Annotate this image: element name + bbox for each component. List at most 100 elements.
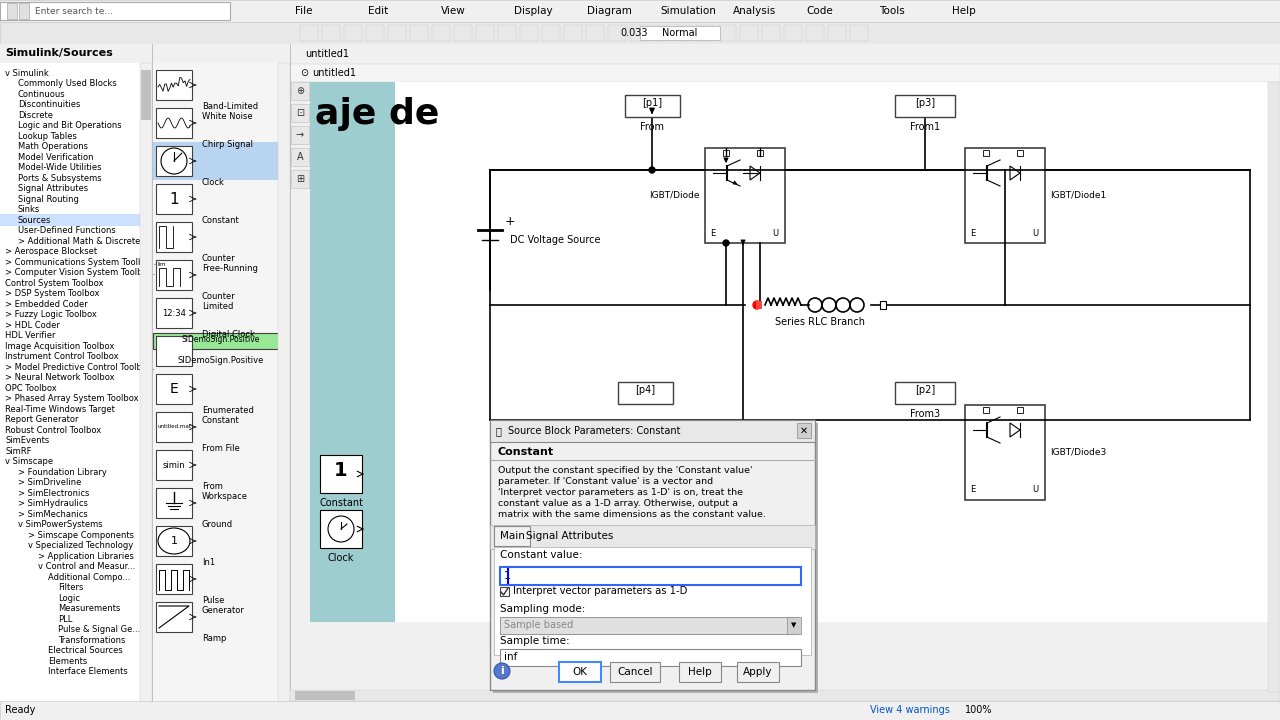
Text: v SimPowerSystems: v SimPowerSystems bbox=[18, 521, 102, 529]
Text: PLL: PLL bbox=[58, 615, 73, 624]
Bar bbox=[696, 25, 714, 41]
Bar bbox=[850, 25, 868, 41]
Bar bbox=[454, 25, 472, 41]
Text: inf: inf bbox=[504, 652, 517, 662]
Bar bbox=[494, 547, 812, 655]
Text: constant value as a 1-D array. Otherwise, output a: constant value as a 1-D array. Otherwise… bbox=[498, 499, 739, 508]
Text: Model Verification: Model Verification bbox=[18, 153, 93, 162]
Bar bbox=[156, 298, 192, 328]
Bar bbox=[19, 3, 29, 19]
Bar bbox=[156, 488, 192, 518]
Text: OPC Toolbox: OPC Toolbox bbox=[5, 384, 56, 392]
Text: Band-Limited
White Noise: Band-Limited White Noise bbox=[202, 102, 259, 122]
Bar bbox=[559, 662, 602, 682]
Text: Analysis: Analysis bbox=[733, 6, 776, 16]
Text: v Specialized Technology: v Specialized Technology bbox=[28, 541, 133, 550]
Text: Constant: Constant bbox=[202, 216, 239, 225]
Bar bbox=[756, 301, 762, 309]
Text: Discontinuities: Discontinuities bbox=[18, 100, 81, 109]
Text: Image Acquisition Toolbox: Image Acquisition Toolbox bbox=[5, 342, 114, 351]
Text: User-Defined Functions: User-Defined Functions bbox=[18, 226, 115, 235]
Bar bbox=[0, 701, 1280, 720]
Bar bbox=[291, 82, 308, 100]
Text: Constant: Constant bbox=[498, 447, 554, 457]
Text: A: A bbox=[297, 152, 303, 162]
Text: Discrete: Discrete bbox=[18, 111, 52, 120]
Text: Source Block Parameters: Constant: Source Block Parameters: Constant bbox=[508, 426, 681, 436]
Text: ⊞: ⊞ bbox=[296, 174, 305, 184]
Bar bbox=[396, 82, 1280, 622]
Text: IGBT/Diode3: IGBT/Diode3 bbox=[1050, 448, 1106, 456]
Text: untitled1: untitled1 bbox=[312, 68, 356, 78]
Text: Constant: Constant bbox=[319, 498, 364, 508]
Text: DC Voltage Source: DC Voltage Source bbox=[509, 235, 600, 245]
Text: Model-Wide Utilities: Model-Wide Utilities bbox=[18, 163, 101, 172]
Bar bbox=[541, 25, 561, 41]
Text: Clock: Clock bbox=[328, 553, 355, 563]
Bar bbox=[320, 510, 362, 548]
Bar bbox=[320, 455, 362, 493]
Bar bbox=[6, 3, 17, 19]
Text: Help: Help bbox=[689, 667, 712, 677]
Text: From
Workspace: From Workspace bbox=[202, 482, 248, 501]
Text: Signal Attributes: Signal Attributes bbox=[526, 531, 613, 541]
Text: Code: Code bbox=[806, 6, 833, 16]
Text: 'Interpret vector parameters as 1-D' is on, treat the: 'Interpret vector parameters as 1-D' is … bbox=[498, 488, 742, 497]
Bar bbox=[291, 126, 308, 144]
Text: E: E bbox=[970, 228, 975, 238]
Text: Instrument Control Toolbox: Instrument Control Toolbox bbox=[5, 352, 119, 361]
FancyBboxPatch shape bbox=[895, 95, 955, 117]
Text: Elements: Elements bbox=[49, 657, 87, 666]
Bar bbox=[965, 405, 1044, 500]
Bar bbox=[156, 526, 192, 556]
FancyBboxPatch shape bbox=[625, 95, 680, 117]
Text: Output the constant specified by the 'Constant value': Output the constant specified by the 'Co… bbox=[498, 466, 753, 475]
Bar bbox=[611, 662, 660, 682]
FancyBboxPatch shape bbox=[895, 382, 955, 404]
Bar bbox=[291, 44, 1280, 720]
Bar bbox=[300, 25, 317, 41]
Bar bbox=[0, 214, 152, 225]
Bar bbox=[0, 22, 1280, 44]
Text: Constant value:: Constant value: bbox=[500, 550, 582, 560]
Bar bbox=[291, 104, 308, 122]
Text: aje de: aje de bbox=[315, 97, 439, 131]
Text: > Application Libraries: > Application Libraries bbox=[38, 552, 134, 561]
Bar bbox=[323, 25, 340, 41]
Bar bbox=[0, 44, 291, 63]
Text: Ready: Ready bbox=[5, 705, 36, 715]
Bar bbox=[310, 82, 396, 622]
Text: [p3]: [p3] bbox=[915, 98, 936, 108]
Bar bbox=[490, 420, 815, 690]
Bar bbox=[500, 587, 509, 596]
Text: Continuous: Continuous bbox=[18, 90, 65, 99]
Text: Robust Control Toolbox: Robust Control Toolbox bbox=[5, 426, 101, 435]
Bar bbox=[500, 567, 801, 585]
Text: untitled.mat: untitled.mat bbox=[157, 425, 191, 430]
Text: Interface Elements: Interface Elements bbox=[49, 667, 128, 676]
Text: lim: lim bbox=[157, 262, 166, 267]
Text: ✕: ✕ bbox=[800, 426, 808, 436]
Bar bbox=[983, 150, 989, 156]
Bar bbox=[737, 662, 780, 682]
Bar bbox=[156, 602, 192, 632]
Text: Help: Help bbox=[952, 6, 975, 16]
Text: From1: From1 bbox=[910, 122, 940, 132]
Bar bbox=[762, 25, 780, 41]
Bar bbox=[490, 420, 815, 442]
Bar bbox=[152, 63, 291, 708]
Text: 1: 1 bbox=[504, 571, 511, 581]
Text: Sample time:: Sample time: bbox=[500, 636, 570, 646]
Text: Math Operations: Math Operations bbox=[18, 143, 88, 151]
Text: U: U bbox=[1032, 485, 1038, 495]
Bar bbox=[291, 170, 308, 188]
Text: > Aerospace Blockset: > Aerospace Blockset bbox=[5, 247, 97, 256]
Bar bbox=[154, 142, 289, 180]
Text: Signal Routing: Signal Routing bbox=[18, 194, 79, 204]
Bar bbox=[291, 690, 1280, 701]
Bar bbox=[983, 407, 989, 413]
Text: From File: From File bbox=[202, 444, 239, 453]
Bar bbox=[156, 564, 192, 594]
Bar bbox=[156, 108, 192, 138]
Text: > Computer Vision System Toolbo...: > Computer Vision System Toolbo... bbox=[5, 269, 155, 277]
